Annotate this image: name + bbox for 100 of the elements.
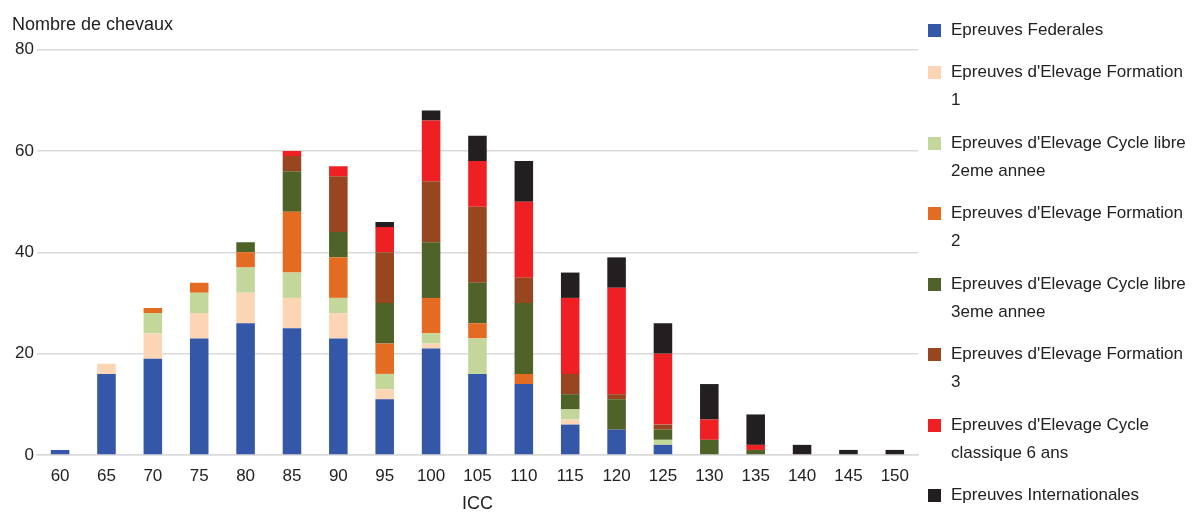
x-tick-label: 60 <box>50 465 70 485</box>
y-axis-title: Nombre de chevaux <box>12 13 174 34</box>
bar <box>282 211 302 273</box>
bar <box>653 444 673 455</box>
bar <box>653 323 673 354</box>
y-tick-label: 0 <box>24 444 34 464</box>
bar <box>375 389 394 400</box>
bar <box>189 313 209 339</box>
bar <box>746 449 765 455</box>
x-tick-label: 120 <box>602 465 631 485</box>
bar <box>236 242 255 253</box>
x-tick-label: 65 <box>97 465 116 485</box>
x-tick-label: 145 <box>834 465 863 485</box>
bar <box>236 267 255 293</box>
legend-label: Epreuves d'Elevage Cycle libre 3eme annee <box>951 272 1187 323</box>
x-tick-label: 130 <box>695 465 724 485</box>
bar <box>468 338 487 374</box>
bar <box>329 232 348 258</box>
y-tick-label: 60 <box>14 140 34 160</box>
x-tick-label: 70 <box>143 465 163 485</box>
bar <box>421 110 441 121</box>
bar <box>514 384 534 455</box>
bar <box>700 439 719 455</box>
bar <box>792 444 812 455</box>
bar <box>653 439 673 445</box>
x-tick-label: 125 <box>648 465 678 485</box>
x-tick-label: 90 <box>328 465 348 485</box>
bar <box>236 252 255 268</box>
bar <box>421 181 441 243</box>
bar <box>375 252 394 303</box>
bar <box>468 135 487 162</box>
bar <box>421 333 441 344</box>
bar <box>560 394 580 410</box>
bar <box>329 166 348 177</box>
bar <box>468 282 487 324</box>
bar <box>607 287 626 395</box>
bar <box>468 323 487 339</box>
bar <box>236 292 255 324</box>
bar <box>560 297 580 374</box>
legend-label: Epreuves d'Elevage Formation 2 <box>951 202 1184 253</box>
x-tick-label: 110 <box>510 465 538 485</box>
x-tick-label: 105 <box>463 465 492 485</box>
x-tick-label: 115 <box>556 465 584 485</box>
y-tick-label: 20 <box>14 343 34 363</box>
legend-label: Epreuves Internationales <box>951 483 1140 506</box>
x-tick-label: 75 <box>189 465 209 485</box>
bar <box>282 297 302 329</box>
bar <box>560 409 580 420</box>
bar <box>375 221 394 227</box>
bar <box>421 343 441 349</box>
bar <box>653 429 673 440</box>
bar <box>468 373 487 455</box>
y-tick-label: 80 <box>14 39 34 59</box>
bar <box>421 348 441 455</box>
bar <box>329 257 348 298</box>
bar <box>468 161 487 207</box>
bar <box>421 297 441 334</box>
y-tick-label: 40 <box>14 241 34 261</box>
bar <box>560 373 580 395</box>
bar <box>468 206 487 283</box>
bar <box>282 156 302 172</box>
bar <box>421 120 441 182</box>
bar <box>50 449 70 455</box>
bar <box>143 313 163 334</box>
legend-label: Epreuves d'Elevage Cycle classique 6 ans <box>951 413 1150 464</box>
bar <box>282 171 302 212</box>
bar <box>560 272 580 298</box>
bar <box>282 328 302 455</box>
bar <box>700 419 719 440</box>
legend-label: Epreuves d'Elevage Cycle libre 2eme annee <box>951 131 1187 182</box>
x-tick-label: 100 <box>416 465 446 485</box>
bar <box>189 282 209 293</box>
bar <box>375 343 394 374</box>
bar <box>885 449 905 455</box>
bar <box>514 277 534 303</box>
bar <box>560 424 580 455</box>
bar <box>607 394 626 400</box>
x-tick-label: 85 <box>282 465 302 485</box>
bar <box>282 272 302 298</box>
bar <box>514 161 534 202</box>
bar <box>560 419 580 425</box>
bar <box>143 308 163 314</box>
bar <box>282 150 302 157</box>
x-tick-label: 80 <box>236 465 256 485</box>
legend-label: Epreuves Federales <box>951 19 1104 41</box>
bar <box>607 399 626 430</box>
bar <box>189 292 209 314</box>
bar <box>375 226 394 253</box>
bar <box>189 338 209 455</box>
x-axis-title: ICC <box>461 493 493 514</box>
bar <box>514 373 534 385</box>
x-tick-label: 140 <box>787 465 817 485</box>
bar <box>839 449 858 455</box>
bar <box>514 201 534 278</box>
bar <box>329 176 348 233</box>
bar <box>700 384 719 420</box>
bar <box>236 323 255 455</box>
bar <box>97 373 116 455</box>
bar <box>607 429 626 455</box>
bar <box>329 297 348 314</box>
